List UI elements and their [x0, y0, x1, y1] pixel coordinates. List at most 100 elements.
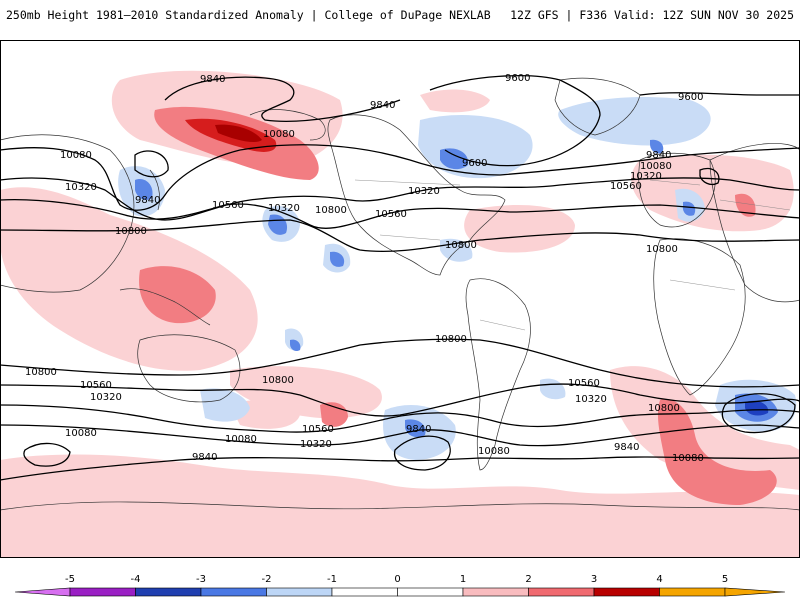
map-panel[interactable]: 9840 9840 9600 9600 9600 10080 10080 984… [0, 40, 800, 558]
contour-label: 10320 [575, 394, 607, 405]
contour-label: 10800 [435, 334, 467, 345]
contour-10800-tropics [0, 219, 800, 252]
coast-asia [709, 143, 800, 303]
contour-label: 10080 [65, 428, 97, 439]
colorbar-tick-label: 2 [525, 574, 531, 585]
contour-label: 10080 [263, 129, 295, 140]
contour-label: 10320 [630, 171, 662, 182]
contour-10560-south [0, 383, 800, 417]
colorbar-tick-label: -5 [65, 574, 75, 585]
contour-9600-arctic [429, 75, 601, 167]
anomaly-neg2-south-pacific [405, 419, 426, 438]
colorbar-canvas: -5 -4 -3 -2 -1 0 1 2 3 4 5 [14, 574, 786, 597]
colorbar-tick-label: 4 [656, 574, 662, 585]
anomaly-neg3-southern-core [745, 400, 769, 416]
contour-labels: 9840 9840 9600 9600 9600 10080 10080 984… [25, 73, 704, 464]
contour-label: 9600 [462, 158, 487, 169]
contour-label: 10320 [65, 182, 97, 193]
height-contours [0, 75, 800, 481]
border-africa-1 [669, 279, 736, 291]
colorbar-tick-label: 5 [722, 574, 728, 585]
coast-greenland [554, 77, 641, 136]
contour-label: 10560 [212, 200, 244, 211]
anomaly-pos1-west-pacific [0, 187, 258, 371]
run-info: 12Z GFS | F336 Valid: 12Z SUN NOV 30 202… [510, 8, 794, 22]
colorbar: -5 -4 -3 -2 -1 0 1 2 3 4 5 [0, 570, 800, 600]
anomaly-pos4-alaska-max [215, 124, 262, 143]
positive-anomaly-shading-4 [215, 124, 262, 143]
contour-label-9840-sw: 9840 [192, 452, 217, 463]
contour-9840-north [164, 76, 401, 122]
anomaly-neg2-pacific-mid [290, 339, 301, 352]
colorbar-tick-label: -2 [262, 574, 272, 585]
anomaly-neg1-greenland [558, 97, 711, 146]
header: 250mb Height 1981–2010 Standardized Anom… [0, 0, 800, 30]
colorbar-segment [528, 587, 595, 597]
contour-label: 10560 [375, 209, 407, 220]
colorbar-segment [266, 587, 333, 597]
contour-label: 10320 [268, 203, 300, 214]
contour-9840-south [0, 456, 800, 481]
contour-southern-low-ring [721, 393, 796, 434]
anomaly-pos2-indonesia [139, 266, 216, 324]
colorbar-segment [135, 587, 202, 597]
contour-label: 9600 [505, 73, 530, 84]
colorbar-tick-label: 3 [591, 574, 597, 585]
negative-anomaly-shading-3 [745, 400, 769, 416]
coast-antarctica [0, 501, 800, 511]
coast-south-america [465, 278, 531, 471]
contour-label: 10080 [225, 434, 257, 445]
contour-10080-north [0, 144, 800, 211]
border-us-mexico [379, 234, 441, 241]
contour-9600-north-atlantic [639, 92, 800, 96]
coast-australia [137, 334, 241, 403]
coast-japan [149, 169, 160, 211]
contour-label: 10800 [646, 244, 678, 255]
contour-label: 10560 [302, 424, 334, 435]
contour-10080-south [0, 424, 800, 447]
contour-9840-south-pacific-loop [393, 435, 451, 471]
border-asia-1 [719, 199, 791, 211]
anomaly-neg1-pacific-south [200, 388, 250, 422]
border-us-canada [354, 179, 461, 186]
colorbar-segment [200, 587, 267, 597]
contour-label: 9840 [370, 100, 395, 111]
contour-10320-south [0, 404, 800, 433]
anomaly-pos1-south-band [0, 454, 800, 558]
coast-indonesia [119, 288, 211, 326]
colorbar-segment [593, 587, 660, 597]
contour-label: 10320 [408, 186, 440, 197]
contour-9840-west-loop [23, 442, 71, 467]
colorbar-tick-label: 0 [394, 574, 400, 585]
colorbar-segment [462, 587, 529, 597]
contour-10800-south [0, 338, 800, 388]
contour-label: 9840 [135, 195, 160, 206]
anomaly-neg2-baja [330, 251, 345, 267]
contour-10320-north [0, 177, 800, 221]
colorbar-tick-label: -3 [196, 574, 206, 585]
colorbar-segment [69, 587, 136, 597]
contour-label: 10800 [262, 375, 294, 386]
contour-label: 10800 [115, 226, 147, 237]
contour-label: 10080 [60, 150, 92, 161]
colorbar-tick-label: -4 [131, 574, 141, 585]
anomaly-neg2-japan [135, 179, 153, 201]
colorbar-tick-label: -1 [327, 574, 337, 585]
map-canvas[interactable]: 9840 9840 9600 9600 9600 10080 10080 984… [0, 40, 800, 558]
contour-label: 9840 [614, 442, 639, 453]
anomaly-pos1-arctic [420, 89, 490, 113]
anomaly-pos1-atlantic [464, 205, 575, 253]
contour-10560-north [0, 199, 800, 229]
contour-label: 9840 [192, 452, 217, 463]
border-sa-1 [479, 319, 526, 331]
political-borders [354, 179, 791, 331]
colorbar-right-arrow [724, 587, 786, 597]
anomaly-neg2-hudson [440, 148, 469, 170]
contour-label: 10560 [80, 380, 112, 391]
colorbar-segment [659, 587, 726, 597]
map-title: 250mb Height 1981–2010 Standardized Anom… [6, 8, 491, 22]
coast-north-america [327, 114, 506, 276]
contour-label: 10560 [568, 378, 600, 389]
colorbar-segment [397, 587, 464, 597]
contour-label: 10080 [640, 161, 672, 172]
